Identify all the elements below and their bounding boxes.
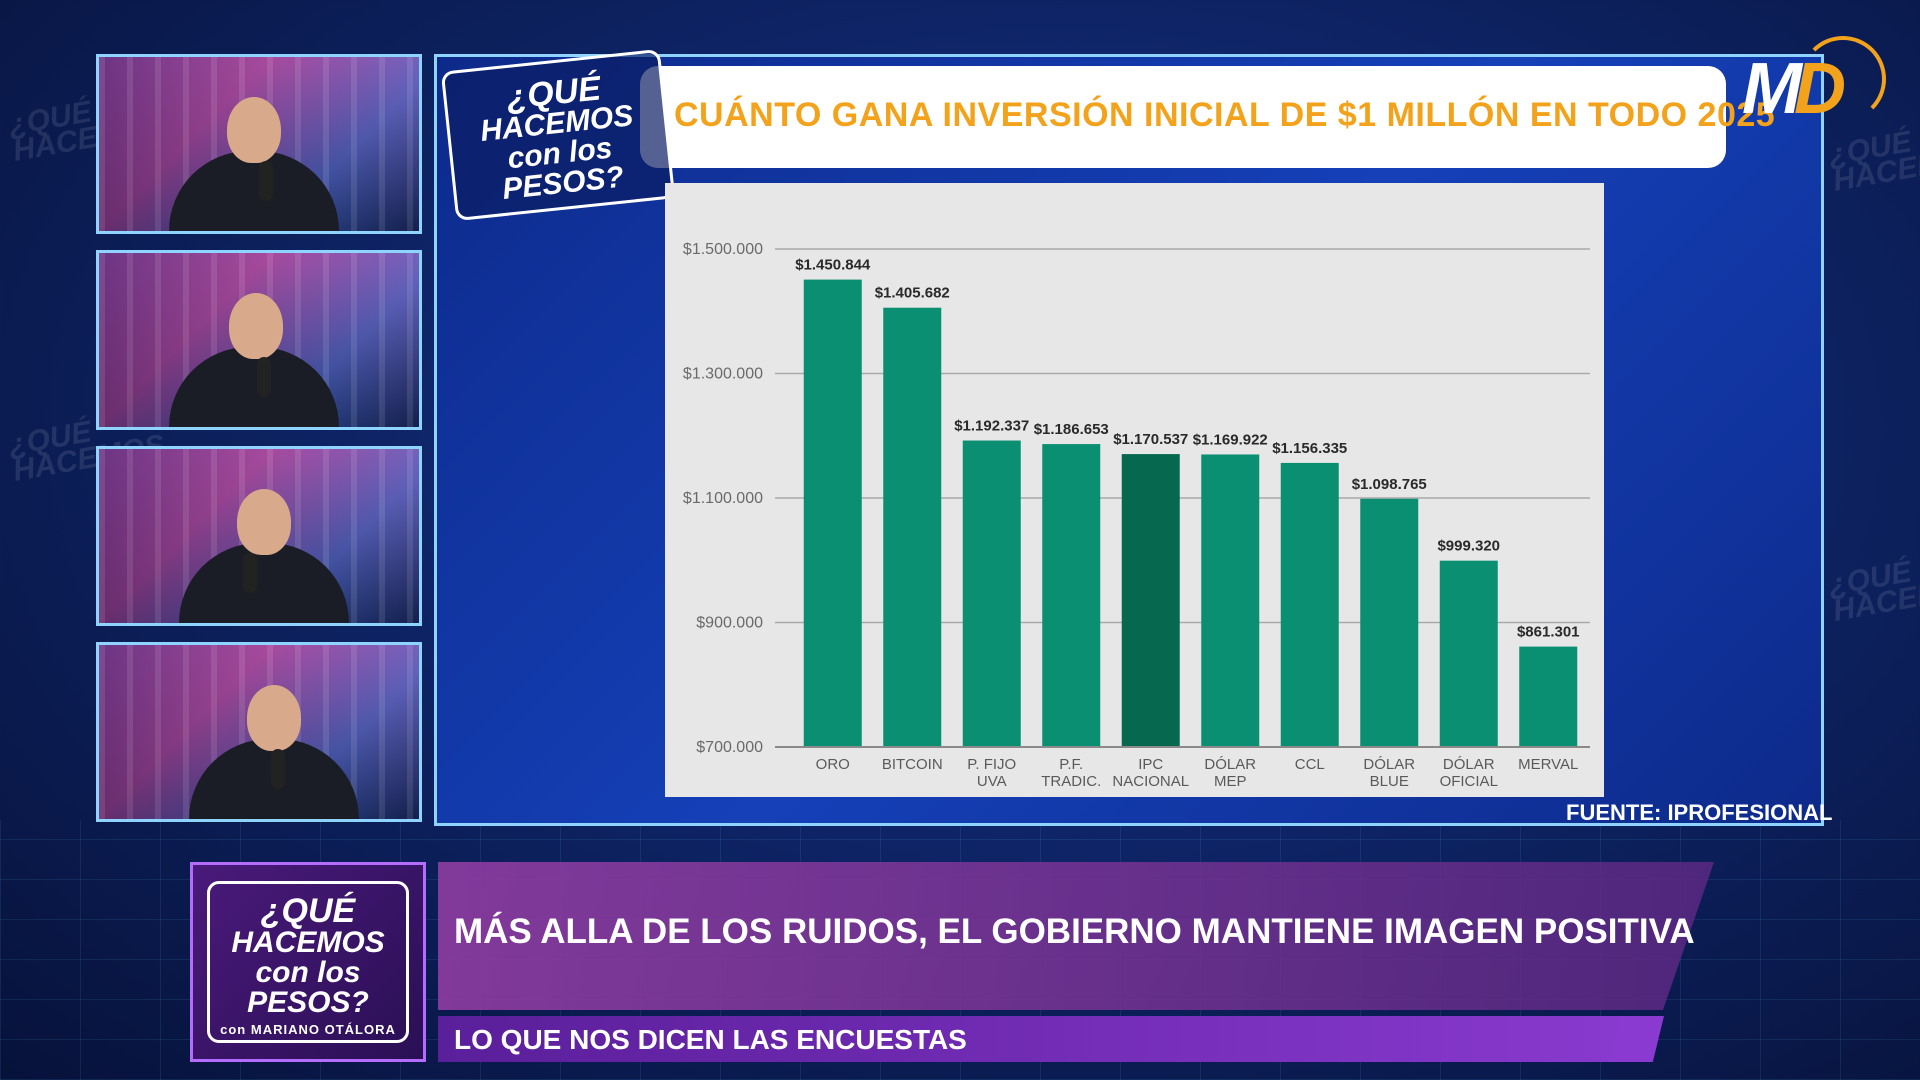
x-tick-label: TRADIC. <box>1041 773 1101 790</box>
data-label: $1.186.653 <box>1034 421 1109 438</box>
x-tick-label: UVA <box>977 773 1007 790</box>
x-tick-label: DÓLAR <box>1204 756 1256 773</box>
chart-title: CUÁNTO GANA INVERSIÓN INICIAL DE $1 MILL… <box>674 96 1776 134</box>
data-label: $1.098.765 <box>1352 476 1427 493</box>
show-logo: ¿QUÉ HACEMOS con los PESOS? <box>440 48 676 222</box>
x-tick-label: IPC <box>1138 756 1163 773</box>
camera-panel-3 <box>96 446 422 626</box>
headline-box <box>438 862 1714 1010</box>
data-label: $1.169.922 <box>1193 431 1268 448</box>
x-tick-label: DÓLAR <box>1443 756 1495 773</box>
camera-panel-4 <box>96 642 422 822</box>
lower-logo-line2: HACEMOS <box>231 926 385 959</box>
subheadline: LO QUE NOS DICEN LAS ENCUESTAS <box>454 1024 967 1055</box>
y-tick-label: $700.000 <box>696 739 763 756</box>
brand-ring-icon <box>1800 36 1886 122</box>
bar <box>1519 646 1578 747</box>
lower-third-logo: ¿QUÉ HACEMOS con los PESOS? con MARIANO … <box>190 862 426 1062</box>
bar <box>962 440 1021 747</box>
lower-logo-line1: ¿QUÉ <box>260 892 356 930</box>
x-tick-label: ORO <box>816 756 850 773</box>
subheadline-box <box>438 1016 1660 1062</box>
x-tick-label: NACIONAL <box>1112 773 1189 790</box>
lower-logo-host: con MARIANO OTÁLORA <box>220 1022 396 1037</box>
subheadline-tail <box>1608 1016 1664 1062</box>
bar <box>1042 444 1101 747</box>
x-tick-label: MEP <box>1214 773 1247 790</box>
lower-logo-line3: con los PESOS? <box>247 956 369 1019</box>
bar <box>1439 560 1498 747</box>
data-label: $1.405.682 <box>875 285 950 302</box>
x-tick-label: BITCOIN <box>882 756 943 773</box>
bar <box>1121 454 1180 747</box>
chart-panel: $700.000 $900.000 $1.100.000 $1.300.000 $1.5… <box>665 183 1604 797</box>
bar <box>803 279 862 747</box>
data-label: $1.450.844 <box>795 257 871 274</box>
y-tick-label: $1.100.000 <box>683 490 763 507</box>
bar <box>1280 462 1339 747</box>
headline: MÁS ALLA DE LOS RUIDOS, EL GOBIERNO MANT… <box>454 912 1695 951</box>
data-label: $1.156.335 <box>1272 440 1347 457</box>
data-label: $1.170.537 <box>1113 431 1188 448</box>
data-label: $1.192.337 <box>954 418 1029 435</box>
source-label: FUENTE: IPROFESIONAL <box>1566 800 1833 825</box>
data-label: $861.301 <box>1517 624 1580 641</box>
bar <box>1360 498 1419 747</box>
x-tick-label: BLUE <box>1370 773 1409 790</box>
x-tick-label: CCL <box>1295 756 1325 773</box>
x-tick-label: P. FIJO <box>967 756 1016 773</box>
data-label: $999.320 <box>1437 538 1500 555</box>
bar <box>883 307 942 747</box>
x-tick-label: OFICIAL <box>1440 773 1498 790</box>
x-tick-label: P.F. <box>1059 756 1083 773</box>
bar-chart: $700.000 $900.000 $1.100.000 $1.300.000 $1.5… <box>683 241 1590 790</box>
y-tick-label: $1.500.000 <box>683 241 763 258</box>
camera-panel-1 <box>96 54 422 234</box>
x-tick-label: DÓLAR <box>1363 756 1415 773</box>
title-bar <box>640 66 1726 168</box>
brand-logo: MD <box>1742 49 1846 129</box>
background-watermark: ¿QUÉ HACEMOS <box>1825 555 1920 628</box>
camera-panel-2 <box>96 250 422 430</box>
x-tick-label: MERVAL <box>1518 756 1578 773</box>
y-tick-label: $900.000 <box>696 615 763 632</box>
background-watermark: ¿QUÉ HACEMOS <box>1825 125 1920 198</box>
bar <box>1201 454 1260 747</box>
y-tick-label: $1.300.000 <box>683 366 763 383</box>
